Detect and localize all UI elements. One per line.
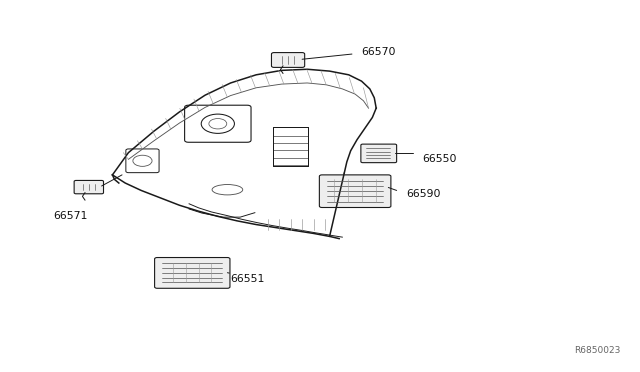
Text: 66570: 66570 [362, 47, 396, 57]
FancyBboxPatch shape [155, 257, 230, 288]
Text: 66550: 66550 [422, 154, 457, 164]
Text: 66551: 66551 [230, 275, 265, 284]
Text: 66571: 66571 [53, 211, 88, 221]
Text: R6850023: R6850023 [574, 346, 620, 355]
FancyBboxPatch shape [74, 180, 104, 194]
FancyBboxPatch shape [184, 105, 251, 142]
Text: 66590: 66590 [406, 189, 441, 199]
FancyBboxPatch shape [319, 175, 391, 208]
FancyBboxPatch shape [271, 52, 305, 67]
FancyBboxPatch shape [361, 144, 397, 163]
FancyBboxPatch shape [126, 149, 159, 173]
